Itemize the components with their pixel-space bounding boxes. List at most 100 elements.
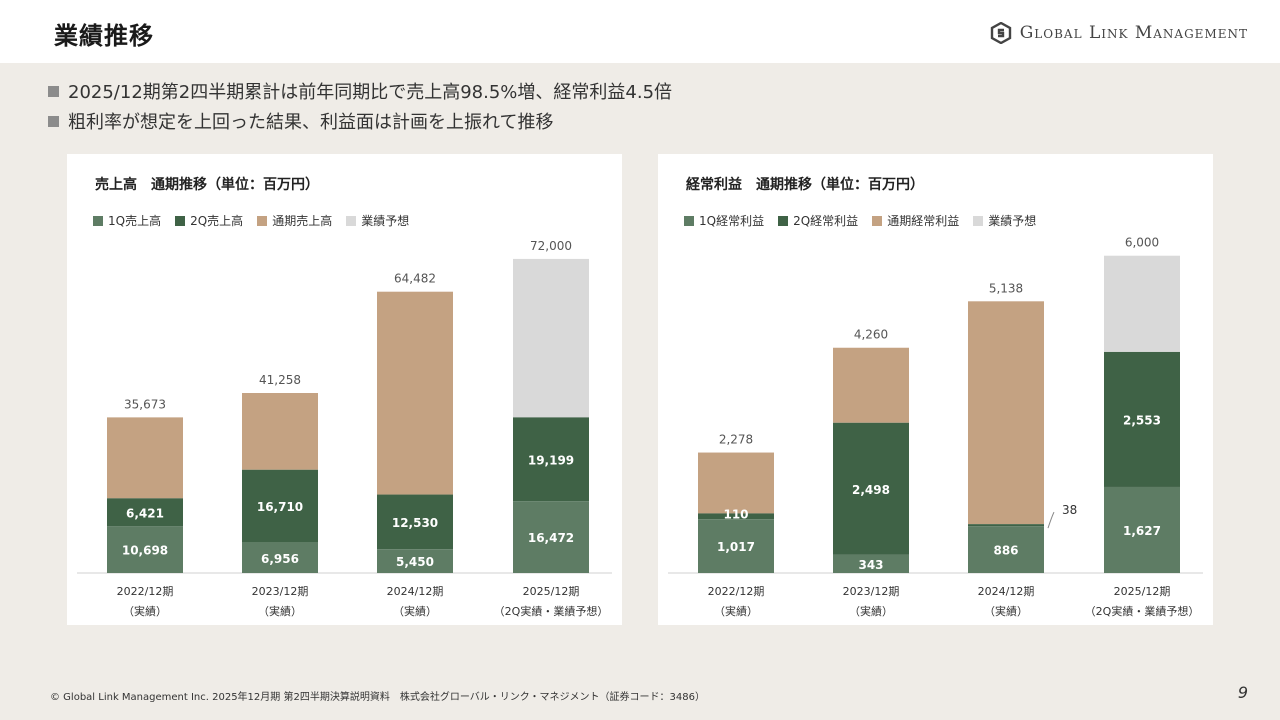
bar-segment-full-year xyxy=(377,291,453,495)
legend-swatch xyxy=(684,215,694,226)
legend-item-q1: 1Q経常利益 xyxy=(684,212,764,229)
bullet-square-icon xyxy=(48,115,59,127)
q2-value-label: 19,199 xyxy=(528,453,574,467)
profit-chart-legend: 1Q経常利益 2Q経常利益 通期経常利益 業績予想 xyxy=(684,212,1036,229)
bar-segment-full-year xyxy=(698,452,774,514)
sales-chart-panel: 売上高 通期推移（単位：百万円） 1Q売上高 2Q売上高 通期売上高 業績予想 … xyxy=(67,154,622,625)
callout-line xyxy=(1047,511,1055,529)
legend-item-forecast: 業績予想 xyxy=(346,212,409,229)
legend-label: 1Q売上高 xyxy=(108,214,162,228)
total-value-label: 6,000 xyxy=(1125,236,1159,250)
bar-segment-q1 xyxy=(968,526,1044,573)
legend-swatch xyxy=(175,215,186,226)
sales-bar-chart: 35,673 10,698 6,421 2022/12期 （実績） 41,258 6,956… xyxy=(77,239,612,618)
category-sub-label: （実績） xyxy=(393,604,437,618)
bar-segment-q1 xyxy=(107,526,183,573)
category-label: 2022/12期 xyxy=(708,585,765,598)
legend-item-q2: 2Q売上高 xyxy=(175,212,243,229)
bar-segment-q2 xyxy=(513,417,589,502)
legend-swatch xyxy=(778,215,789,226)
slide-header: 業績推移 Global Link Management xyxy=(0,0,1280,63)
q1-value-label: 6,956 xyxy=(261,552,299,566)
legend-swatch xyxy=(973,215,984,226)
total-value-label: 5,138 xyxy=(989,281,1023,295)
summary-bullets: 2025/12期第2四半期累計は前年同期比で売上高98.5%増、経常利益4.5倍… xyxy=(48,76,672,136)
logo-text: Global Link Management xyxy=(1019,23,1248,43)
q1-value-label: 1,627 xyxy=(1123,524,1161,538)
bar-segment-q1 xyxy=(1104,486,1180,573)
legend-item-full: 通期経常利益 xyxy=(872,212,959,229)
legend-label: 1Q経常利益 xyxy=(699,214,765,228)
bar-segment-q1 xyxy=(242,542,318,573)
bar-segment-forecast xyxy=(1104,255,1180,352)
total-value-label: 2,278 xyxy=(719,433,753,447)
category-label: 2022/12期 xyxy=(117,585,174,598)
bar-segment-q1 xyxy=(377,549,453,573)
q1-value-label: 16,472 xyxy=(528,531,574,545)
legend-label: 2Q売上高 xyxy=(190,214,244,228)
q2-value-label: 110 xyxy=(723,507,748,521)
q1-value-label: 343 xyxy=(858,558,883,572)
legend-item-forecast: 業績予想 xyxy=(973,212,1036,229)
q2-value-label: 6,421 xyxy=(126,506,164,520)
q2-value-label: 2,498 xyxy=(852,483,890,497)
legend-label: 2Q経常利益 xyxy=(793,214,859,228)
q1-value-label: 5,450 xyxy=(396,555,434,569)
q1-value-label: 886 xyxy=(993,544,1018,558)
profit-bar-chart: 2,278 1,017 110 2022/12期 （実績） 4,260 343 2,498 20… xyxy=(668,236,1203,618)
page-number: 9 xyxy=(1237,683,1248,702)
category-label: 2024/12期 xyxy=(978,585,1035,598)
bullet-text: 2025/12期第2四半期累計は前年同期比で売上高98.5%増、経常利益4.5倍 xyxy=(68,82,673,103)
total-value-label: 64,482 xyxy=(394,272,436,286)
company-logo: Global Link Management xyxy=(990,22,1248,44)
profit-chart-title: 経常利益 通期推移（単位：百万円） xyxy=(686,177,924,193)
bar-segment-q1 xyxy=(833,554,909,573)
total-value-label: 41,258 xyxy=(259,373,301,387)
bar-segment-q2 xyxy=(242,469,318,543)
legend-label: 業績予想 xyxy=(988,214,1037,228)
bar-segment-q2 xyxy=(833,422,909,555)
page-title: 業績推移 xyxy=(54,22,154,50)
category-label: 2023/12期 xyxy=(843,585,900,598)
logo-mark-icon xyxy=(990,22,1011,44)
category-sub-label: （実績） xyxy=(258,604,302,618)
bar-segment-q1 xyxy=(698,519,774,573)
bar-segment-q1 xyxy=(513,501,589,573)
total-value-label: 4,260 xyxy=(854,328,888,342)
legend-label: 通期売上高 xyxy=(272,214,333,228)
bar-segment-q2 xyxy=(377,494,453,550)
legend-item-q1: 1Q売上高 xyxy=(93,212,161,229)
legend-item-full: 通期売上高 xyxy=(257,212,332,229)
category-label: 2023/12期 xyxy=(252,585,309,598)
profit-chart-panel: 経常利益 通期推移（単位：百万円） 1Q経常利益 2Q経常利益 通期経常利益 業… xyxy=(658,154,1213,625)
q1-value-label: 10,698 xyxy=(122,544,168,558)
q1-value-label: 1,017 xyxy=(717,540,755,554)
category-label: 2025/12期 xyxy=(1114,585,1171,598)
category-sub-label: （実績） xyxy=(123,604,167,618)
sales-chart-title: 売上高 通期推移（単位：百万円） xyxy=(95,177,319,193)
category-sub-label: （実績） xyxy=(714,604,758,618)
category-label: 2025/12期 xyxy=(523,585,580,598)
legend-swatch xyxy=(346,215,357,226)
legend-swatch xyxy=(872,215,883,226)
q2-value-label: 12,530 xyxy=(392,516,438,530)
bullet-item: 粗利率が想定を上回った結果、利益面は計画を上振れて推移 xyxy=(48,106,672,136)
bar-segment-forecast xyxy=(513,258,589,418)
total-value-label: 72,000 xyxy=(530,239,572,253)
q2-value-label: 2,553 xyxy=(1123,413,1161,427)
sales-chart-legend: 1Q売上高 2Q売上高 通期売上高 業績予想 xyxy=(93,212,409,229)
category-sub-label: （2Q実績・業績予想） xyxy=(494,604,609,618)
legend-swatch xyxy=(257,215,268,226)
legend-item-q2: 2Q経常利益 xyxy=(778,212,858,229)
bar-segment-q2 xyxy=(968,524,1044,527)
bar-segment-full-year xyxy=(242,393,318,470)
legend-swatch xyxy=(93,215,103,226)
bar-segment-full-year xyxy=(968,301,1044,525)
bar-segment-q2 xyxy=(1104,351,1180,487)
category-sub-label: （実績） xyxy=(849,604,893,618)
legend-label: 通期経常利益 xyxy=(887,214,960,228)
bar-segment-full-year xyxy=(833,347,909,423)
bar-segment-full-year xyxy=(107,417,183,499)
bullet-item: 2025/12期第2四半期累計は前年同期比で売上高98.5%増、経常利益4.5倍 xyxy=(48,76,672,106)
total-value-label: 35,673 xyxy=(124,397,166,411)
